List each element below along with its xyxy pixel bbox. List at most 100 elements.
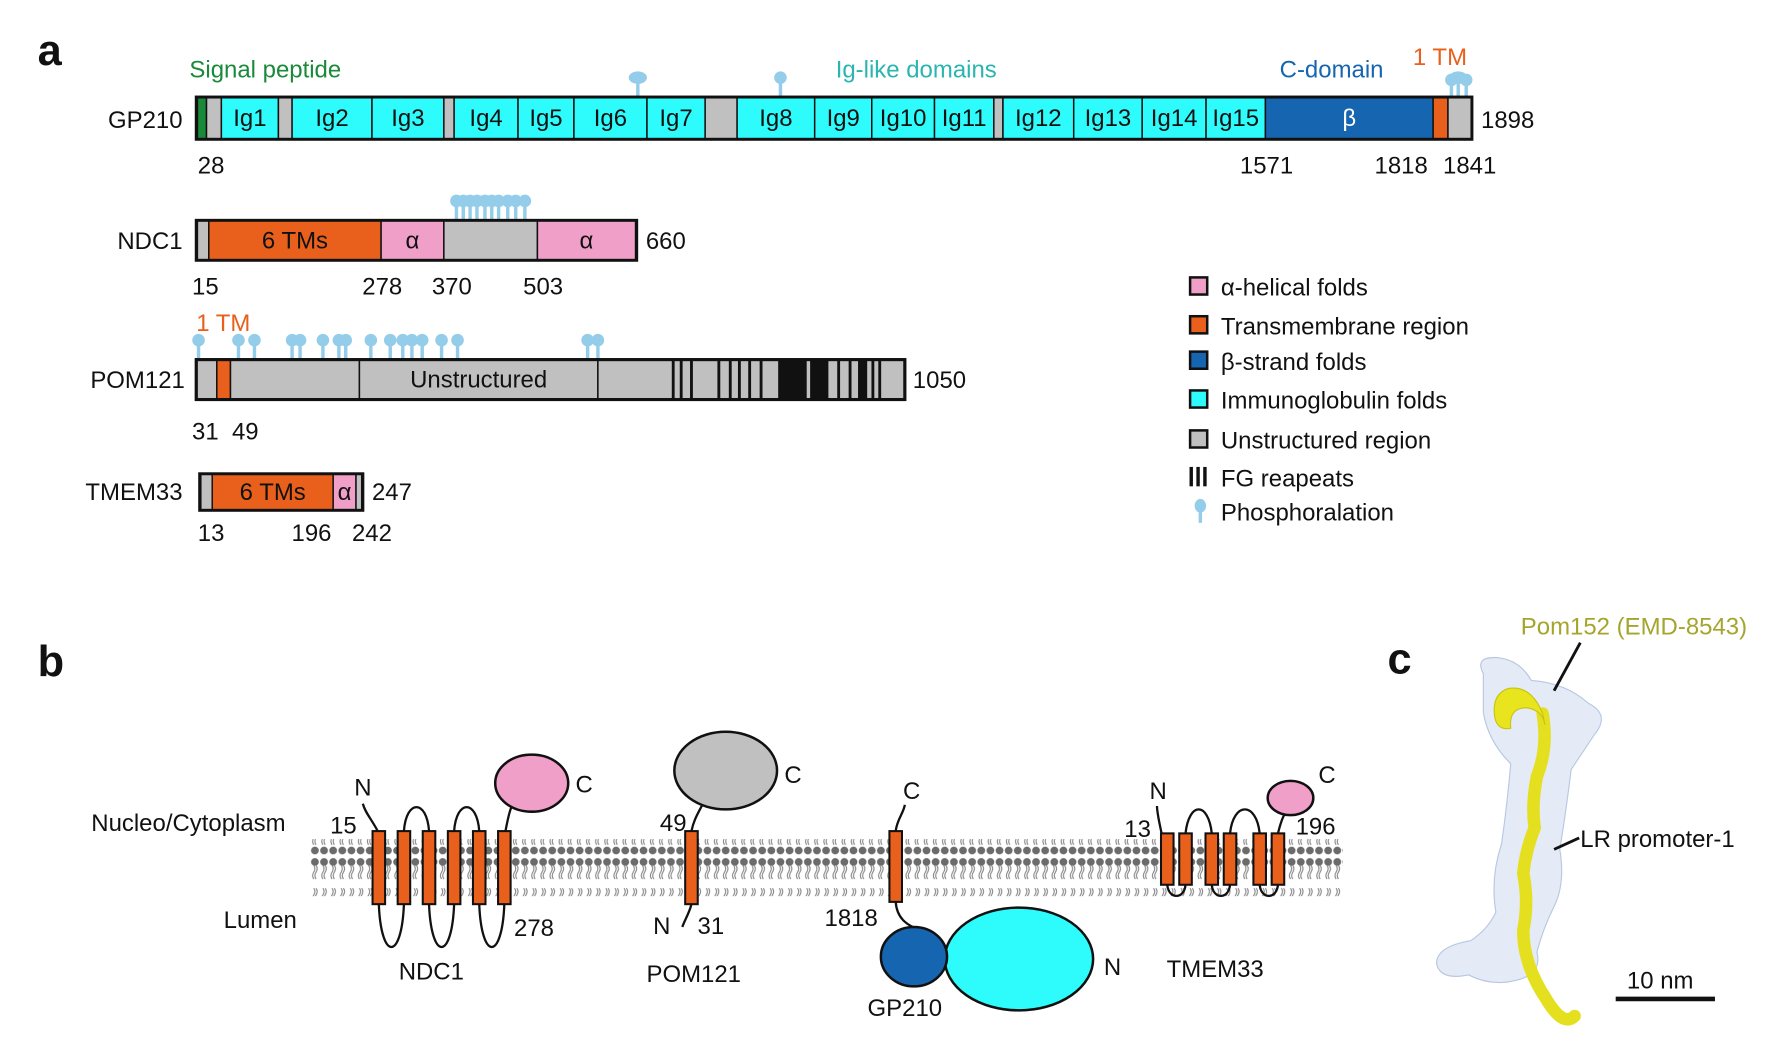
phosphorylation-pin-icon [192, 333, 205, 347]
pom152-label: Pom152 (EMD-8543) [1521, 614, 1747, 641]
gp210-domain-label: Ig14 [1151, 105, 1198, 132]
gp210-name: GP210 [108, 107, 183, 134]
gp210-tm-segment [1432, 96, 1449, 141]
phosphorylation-pin-icon [293, 333, 307, 347]
gp210-ig-segment [1141, 96, 1207, 141]
ndc1-loop [427, 904, 456, 949]
gp210-domain-label: Ig2 [315, 105, 348, 132]
tmem33-length: 247 [372, 479, 412, 506]
gp210-domain-label: Ig9 [827, 105, 860, 132]
legend: α-helical folds Transmembrane region β-str… [1188, 275, 1469, 527]
legend-swatch-icon [1188, 276, 1209, 296]
phosphorylation-pin-icon [396, 333, 410, 347]
legend-item-label: Phosphoralation [1221, 500, 1394, 527]
gp210-domain-label: Ig6 [594, 105, 627, 132]
ndc1-loop [478, 904, 506, 949]
gp210-ig-segment [517, 96, 575, 141]
pom152-leader-line [1552, 642, 1582, 692]
tmem33-gray-segment [200, 473, 213, 512]
ndc1-topology-name: NDC1 [399, 959, 464, 986]
gp210-domain-label: Ig11 [942, 105, 987, 132]
gp210-domain-label: Ig3 [391, 105, 424, 132]
tmem33-c-pos: 196 [1296, 814, 1336, 841]
gp210-domain-label: Ig12 [1015, 105, 1062, 132]
ndc1-bar-outline [194, 218, 639, 262]
phosphorylation-pin-icon [339, 333, 353, 347]
tmem33-n-pos: 13 [1124, 816, 1151, 843]
legend-item-label: Transmembrane region [1221, 313, 1469, 340]
ig-like-header: Ig-like domains [836, 57, 997, 84]
gp210-gray-segment [443, 96, 455, 141]
phosphorylation-pin-icon [581, 333, 594, 347]
gp210-ig-segment [291, 96, 373, 141]
phosphorylation-pin-icon [492, 194, 505, 208]
gp210-domain-label: Ig1 [233, 105, 266, 132]
tmem33-name: TMEM33 [85, 479, 182, 506]
tmem33-tm-helix [1159, 832, 1175, 886]
gp210-gray-segment [277, 96, 293, 141]
gp210-domain-label: Ig10 [880, 105, 927, 132]
gp210-topology-name: GP210 [868, 995, 943, 1022]
ndc1-tm-helix [446, 830, 462, 906]
tmem33-alpha-domain [1266, 779, 1315, 817]
signal-peptide-header: Signal peptide [189, 57, 341, 84]
pom121-tm-header: 1 TM [196, 310, 250, 337]
panel-label-c: c [1387, 636, 1411, 684]
gp210-domain-label: Ig7 [659, 105, 692, 132]
phosphorylation-pin-icon [628, 71, 647, 84]
pom121-unstructured-domain [673, 730, 779, 811]
panel-a: a Signal peptide Ig-like domains C-domai… [38, 27, 1535, 547]
fg-repeat-block [858, 359, 868, 400]
gp210-tm-helix [888, 830, 904, 903]
phosphorylation-pin-icon [435, 333, 448, 347]
legend-swatch-icon [1188, 314, 1209, 335]
pom121-tm-helix [684, 830, 699, 906]
ndc1-loop [377, 904, 406, 949]
phosphorylation-pin-icon [383, 333, 397, 347]
ndc1-position: 278 [362, 274, 402, 301]
tmem33-gray-segment [355, 473, 363, 512]
ndc1-gray-segment [443, 219, 539, 262]
ndc1-gray-segment [196, 219, 210, 262]
phosphorylation-pin-icon [364, 333, 378, 347]
legend-swatch-icon [1188, 350, 1209, 370]
pom121-gray-segment [229, 358, 361, 401]
ndc1-loop [402, 806, 431, 832]
tmem33-c-tail [1276, 813, 1286, 834]
ndc1-n-label: N [354, 775, 371, 802]
tmem33-topology-name: TMEM33 [1167, 956, 1264, 983]
tmem33-tm-helix [1270, 832, 1286, 886]
ndc1-loop [452, 806, 481, 832]
gp210-position: 1571 [1240, 153, 1293, 180]
ndc1-n-pos: 15 [330, 812, 357, 839]
ndc1-domain-label: α [406, 227, 420, 254]
panel-label-a: a [38, 27, 63, 75]
gp210-domain-label: Ig8 [759, 105, 792, 132]
ndc1-c-pos: 278 [514, 915, 554, 942]
phosphorylation-pin-icon [415, 333, 429, 347]
pom121-position: 31 [192, 419, 219, 446]
lumen-label: Lumen [224, 907, 297, 934]
panel-b: b Nucleo/Cytoplasm Lumen N 15 C 278 NDC1 C 49 N… [38, 638, 1343, 1022]
gp210-bar-outline [194, 95, 1474, 141]
gp210-ig-segment [371, 96, 445, 141]
c-domain-header: C-domain [1280, 57, 1384, 84]
pom121-length: 1050 [913, 367, 966, 394]
lr-promoter-density-map [1435, 657, 1602, 984]
phosphorylation-icon [1194, 498, 1207, 513]
ndc1-position: 503 [523, 274, 563, 301]
legend-item-label: FG reapeats [1221, 465, 1354, 492]
phosphorylation-pin-icon [518, 194, 532, 208]
ndc1-domain-label: α [580, 227, 594, 254]
ndc1-tm-helix [396, 830, 412, 906]
tmem33-position: 242 [352, 520, 392, 547]
pom152-density-map [1493, 687, 1581, 1026]
pom121-n-pos: 31 [698, 913, 725, 940]
gp210-length: 1898 [1481, 107, 1534, 134]
tmem33-domain-label: α [338, 479, 352, 506]
tmem33-tm-helix [1204, 832, 1220, 886]
gp210-gray-segment [993, 96, 1004, 141]
gp210-gray-segment [1447, 96, 1473, 141]
pom121-c-pos: 49 [660, 810, 687, 837]
ndc1-tm-segment [208, 219, 382, 262]
